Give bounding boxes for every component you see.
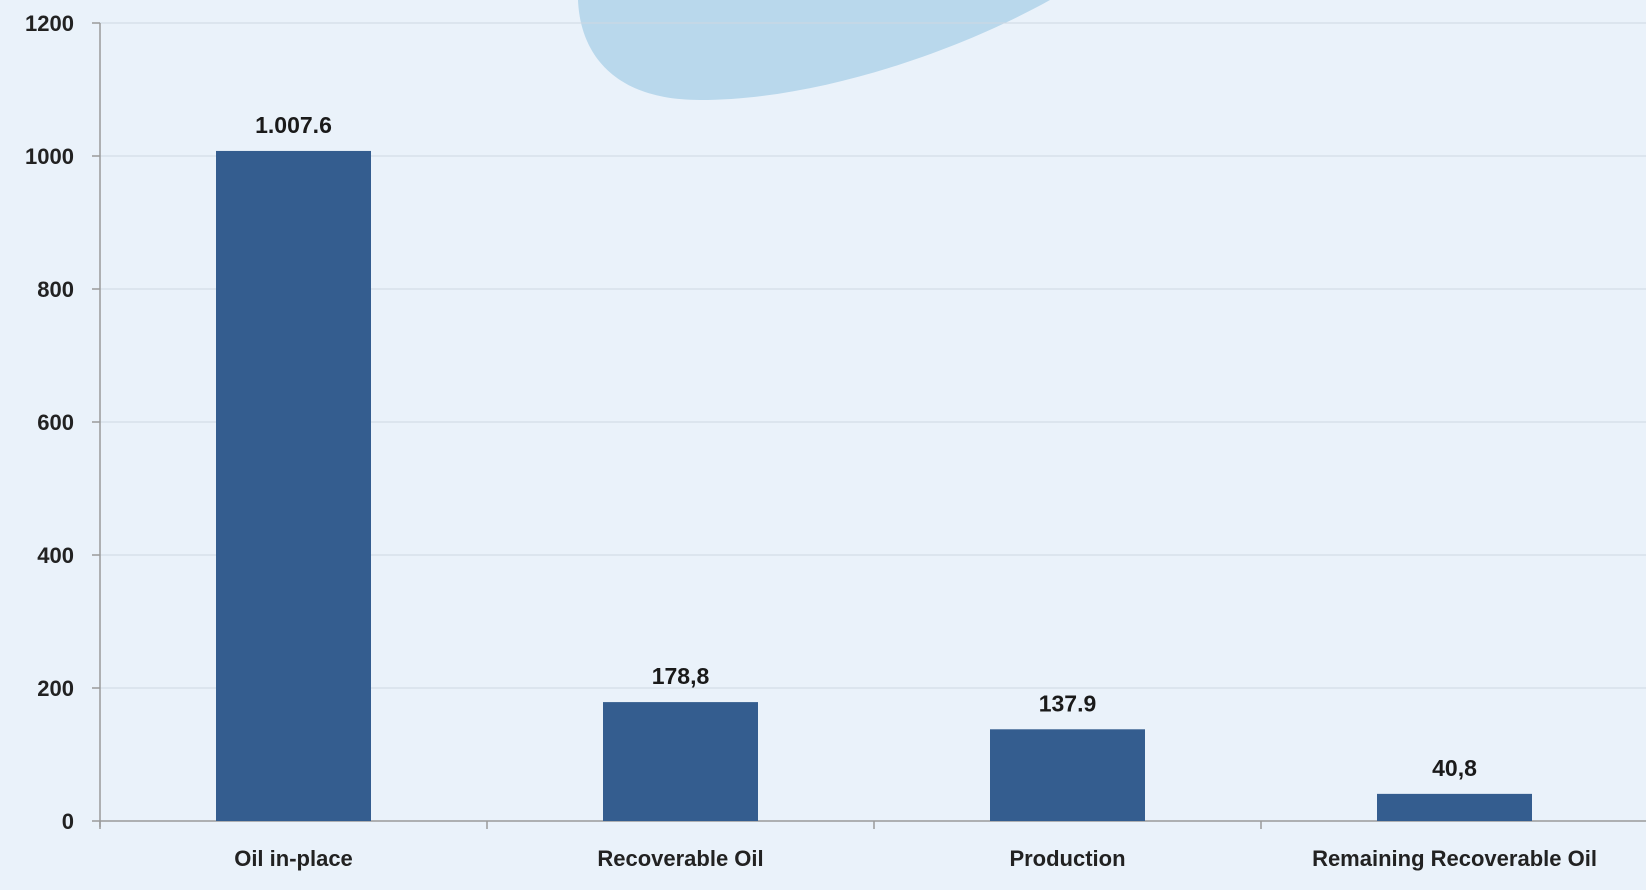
- y-tick-label: 1000: [25, 144, 74, 169]
- data-label: 178,8: [652, 663, 710, 689]
- bar: [216, 150, 371, 822]
- data-label: 137.9: [1039, 690, 1097, 716]
- bar: [1377, 793, 1532, 821]
- x-category-label: Production: [1009, 846, 1125, 871]
- bar: [603, 702, 758, 821]
- labels: 0 200 400 600 800 1000 1200 1.007.6 Oil in-place…: [25, 11, 1597, 871]
- y-tick-label: 200: [37, 676, 74, 701]
- y-tick-label: 800: [37, 277, 74, 302]
- bars: [216, 150, 1532, 822]
- y-tick-label: 1200: [25, 11, 74, 36]
- data-label: 40,8: [1432, 755, 1477, 781]
- y-tick-label: 0: [62, 809, 74, 834]
- x-category-label: Recoverable Oil: [597, 846, 763, 871]
- decorative-swoosh: [578, 0, 1050, 100]
- x-category-label: Oil in-place: [234, 846, 353, 871]
- y-tick-label: 400: [37, 543, 74, 568]
- x-category-label: Remaining Recoverable Oil: [1312, 846, 1597, 871]
- data-label: 1.007.6: [255, 112, 332, 138]
- y-tick-label: 600: [37, 410, 74, 435]
- bar: [990, 729, 1145, 821]
